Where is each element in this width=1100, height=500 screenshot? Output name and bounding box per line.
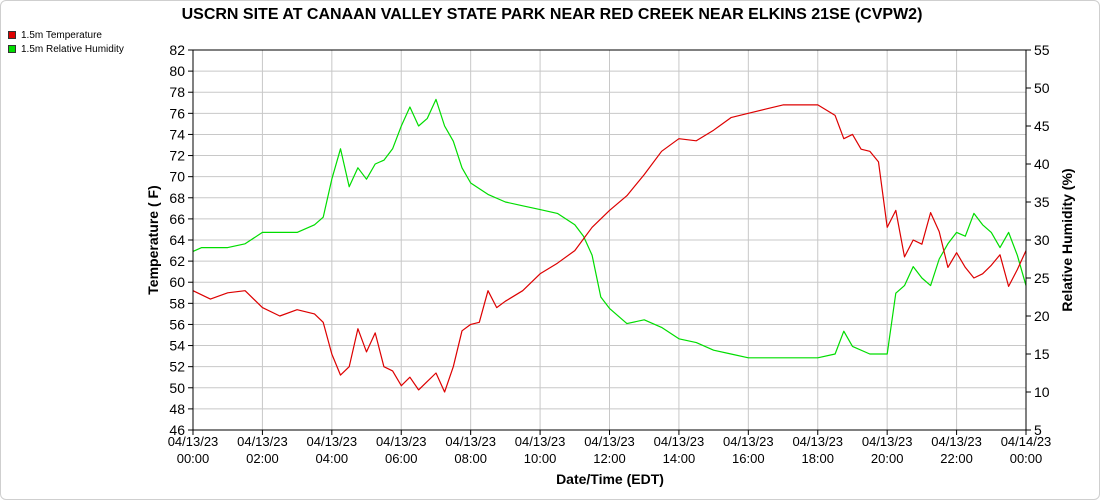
x-tick-label-date: 04/13/23 xyxy=(862,434,913,449)
axis-x: 04/13/23 00:00 04/13/23 02:00 04/13/23 04:00 0… xyxy=(168,430,1052,466)
y-tick-label-left: 52 xyxy=(169,359,185,375)
x-tick-label-date: 04/13/23 xyxy=(584,434,635,449)
y-tick-label-left: 48 xyxy=(169,401,185,417)
y-tick-label-left: 62 xyxy=(169,253,185,269)
y-tick-label-right: 15 xyxy=(1034,346,1050,362)
legend-item-temperature: 1.5m Temperature xyxy=(8,28,124,42)
y-tick-label-left: 60 xyxy=(169,274,185,290)
x-tick-label-date: 04/13/23 xyxy=(515,434,566,449)
y-tick-label-right: 30 xyxy=(1034,232,1050,248)
y-tick-label-left: 58 xyxy=(169,295,185,311)
y-tick-label-right: 35 xyxy=(1034,194,1050,210)
x-tick-label-time: 20:00 xyxy=(871,451,904,466)
series-line-humidity xyxy=(192,98,1027,359)
y-tick-label-left: 54 xyxy=(169,338,185,354)
chart-title: USCRN SITE AT CANAAN VALLEY STATE PARK N… xyxy=(182,6,923,23)
x-axis-label: Date/Time (EDT) xyxy=(556,471,664,487)
x-tick-label-date: 04/14/23 xyxy=(1001,434,1052,449)
x-tick-label-date: 04/13/23 xyxy=(237,434,288,449)
x-tick-label-time: 00:00 xyxy=(177,451,210,466)
x-tick-label-time: 12:00 xyxy=(593,451,626,466)
x-tick-label-time: 10:00 xyxy=(524,451,557,466)
series-layer xyxy=(192,98,1027,393)
y-tick-label-right: 45 xyxy=(1034,118,1050,134)
legend-label-humidity: 1.5m Relative Humidity xyxy=(21,43,124,55)
legend: 1.5m Temperature 1.5m Relative Humidity xyxy=(8,28,124,56)
y-tick-label-right: 10 xyxy=(1034,384,1050,400)
x-tick-label-time: 02:00 xyxy=(246,451,279,466)
y-axis-label-left: Temperature ( F) xyxy=(145,185,161,294)
y-tick-label-left: 70 xyxy=(169,169,185,185)
x-tick-label-time: 08:00 xyxy=(454,451,487,466)
x-tick-label-time: 04:00 xyxy=(316,451,349,466)
y-tick-label-right: 5 xyxy=(1034,422,1042,438)
x-tick-label-date: 04/13/23 xyxy=(168,434,219,449)
y-tick-label-left: 72 xyxy=(169,148,185,164)
y-axis-label-right: Relative Humidity (%) xyxy=(1059,168,1075,311)
x-tick-label-date: 04/13/23 xyxy=(376,434,427,449)
y-tick-label-right: 50 xyxy=(1034,80,1050,96)
series-line-temperature xyxy=(192,104,1027,393)
axis-left: 46 48 50 52 54 56 58 60 62 64 66 68 70 72 74 76 78 80 82 xyxy=(169,42,193,438)
x-tick-label-date: 04/13/23 xyxy=(654,434,705,449)
y-tick-label-left: 78 xyxy=(169,84,185,100)
x-tick-label-date: 04/13/23 xyxy=(445,434,496,449)
legend-item-humidity: 1.5m Relative Humidity xyxy=(8,42,124,56)
y-tick-label-left: 56 xyxy=(169,316,185,332)
y-tick-label-right: 20 xyxy=(1034,308,1050,324)
x-tick-label-date: 04/13/23 xyxy=(931,434,982,449)
y-tick-label-left: 46 xyxy=(169,422,185,438)
x-tick-label-time: 18:00 xyxy=(801,451,834,466)
axis-right: 5 10 15 20 25 30 35 40 45 50 55 xyxy=(1026,42,1050,438)
y-tick-label-left: 80 xyxy=(169,63,185,79)
legend-label-temperature: 1.5m Temperature xyxy=(21,29,102,41)
y-tick-label-left: 74 xyxy=(169,126,185,142)
grid xyxy=(192,49,1027,431)
x-tick-label-time: 00:00 xyxy=(1010,451,1043,466)
y-tick-label-left: 66 xyxy=(169,211,185,227)
legend-swatch-humidity xyxy=(8,45,16,53)
x-tick-label-date: 04/13/23 xyxy=(792,434,843,449)
x-tick-label-time: 06:00 xyxy=(385,451,418,466)
y-tick-label-left: 82 xyxy=(169,42,185,58)
y-tick-label-right: 55 xyxy=(1034,42,1050,58)
y-tick-label-right: 25 xyxy=(1034,270,1050,286)
x-tick-label-time: 22:00 xyxy=(940,451,973,466)
x-tick-label-date: 04/13/23 xyxy=(723,434,774,449)
y-tick-label-right: 40 xyxy=(1034,156,1050,172)
x-tick-label-time: 14:00 xyxy=(663,451,696,466)
y-tick-label-left: 68 xyxy=(169,190,185,206)
y-tick-label-left: 50 xyxy=(169,380,185,396)
x-tick-label-date: 04/13/23 xyxy=(307,434,358,449)
x-tick-label-time: 16:00 xyxy=(732,451,765,466)
legend-swatch-temperature xyxy=(8,31,16,39)
y-tick-label-left: 64 xyxy=(169,232,185,248)
y-tick-label-left: 76 xyxy=(169,105,185,121)
